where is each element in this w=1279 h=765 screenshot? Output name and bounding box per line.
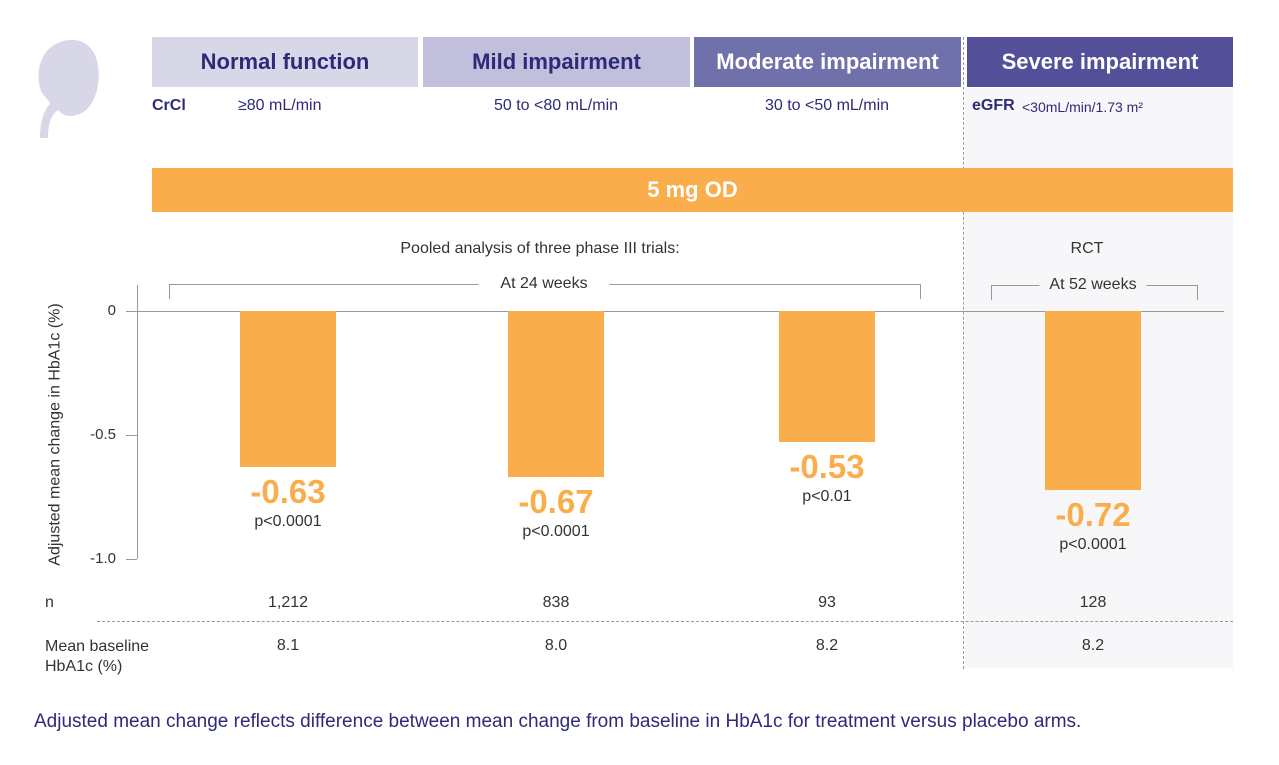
baseline-label: Mean baseline HbA1c (%) (45, 638, 150, 675)
y-tick-mark (126, 435, 137, 436)
p-value-label: p<0.0001 (254, 513, 322, 531)
pooled-label: Pooled analysis of three phase III trial… (400, 240, 680, 257)
bar-1 (508, 311, 604, 478)
range-label: <30mL/min/1.73 m² (1022, 99, 1143, 115)
range-label: ≥80 mL/min (238, 97, 322, 114)
footnote: Adjusted mean change reflects difference… (34, 711, 1082, 732)
header-severe-impairment: Severe impairment (967, 37, 1233, 87)
bar-value-label: -0.63 (250, 473, 326, 511)
p-value-label: p<0.0001 (1059, 535, 1127, 553)
p-value-label: p<0.01 (802, 488, 852, 506)
table-divider (97, 621, 1233, 622)
header-mild-impairment: Mild impairment (423, 37, 690, 87)
y-tick-mark (126, 311, 137, 312)
week24-label: At 24 weeks (478, 275, 610, 293)
y-tick-label: -0.5 (90, 426, 116, 443)
y-tick-label: 0 (107, 302, 116, 319)
dose-banner: 5 mg OD (152, 168, 1233, 212)
y-axis-label: Adjusted mean change in HbA1c (%) (46, 303, 64, 566)
bar-value-label: -0.72 (1055, 495, 1131, 533)
y-tick-label: -1.0 (90, 550, 116, 567)
range-label: 50 to <80 mL/min (493, 97, 619, 114)
y-axis-line (137, 285, 138, 559)
baseline-value: 8.0 (544, 637, 568, 654)
n-value: 128 (1079, 594, 1107, 611)
bar-0 (240, 311, 336, 468)
baseline-value: 8.2 (815, 637, 839, 654)
n-value: 838 (542, 594, 570, 611)
divider-dashed (963, 37, 964, 669)
crcl-label: CrCl (152, 97, 186, 114)
y-tick-mark (126, 559, 137, 560)
rct-label: RCT (1070, 240, 1104, 257)
bar-3 (1045, 311, 1141, 490)
zero-axis-line (126, 311, 1224, 312)
bar-2 (779, 311, 875, 443)
week52-label: At 52 weeks (1039, 276, 1147, 294)
n-value: 1,212 (267, 594, 309, 611)
baseline-value: 8.2 (1081, 637, 1105, 654)
n-value: 93 (818, 594, 836, 611)
p-value-label: p<0.0001 (522, 523, 590, 541)
kidney-icon (38, 40, 99, 138)
range-label: 30 to <50 mL/min (764, 97, 890, 114)
header-moderate-impairment: Moderate impairment (694, 37, 961, 87)
baseline-value: 8.1 (276, 637, 300, 654)
egfr-label: eGFR (972, 97, 1015, 114)
bar-value-label: -0.67 (518, 483, 594, 521)
n-label: n (45, 594, 54, 611)
bar-value-label: -0.53 (789, 448, 865, 486)
header-normal-function: Normal function (152, 37, 418, 87)
